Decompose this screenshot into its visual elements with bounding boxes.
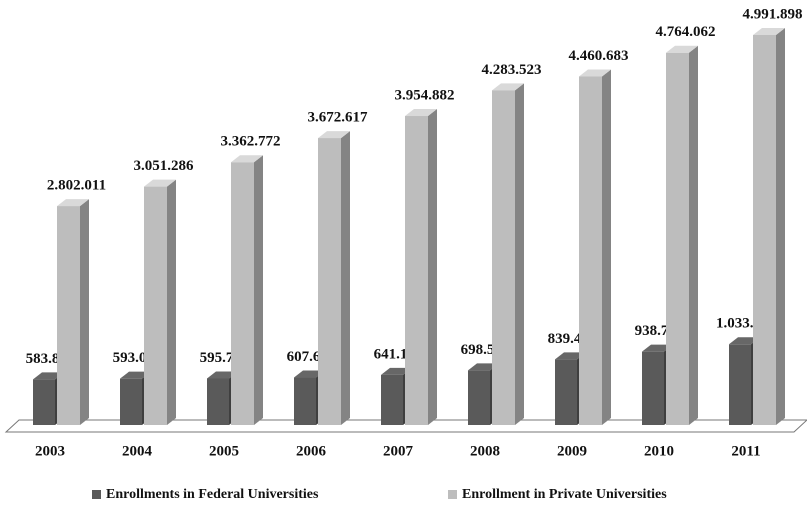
legend-swatch [92,490,101,499]
bar-side [776,28,785,425]
data-label: 3.672.617 [308,110,369,126]
bar-side [80,199,89,425]
x-tick-label: 2004 [122,443,153,459]
bar-top [579,69,611,77]
bar-top [33,372,64,380]
bar-top [405,109,437,117]
bar-side [341,131,350,426]
data-label: 4.764.062 [656,24,716,40]
bar [405,116,428,426]
bar-top [753,28,785,35]
bar [642,351,664,425]
bar-side [689,45,698,426]
bar-top [729,337,760,345]
bar-top [381,367,412,375]
bar [666,52,689,426]
floor [4,419,807,433]
bar [753,35,776,425]
data-label: 4.460.683 [569,48,629,64]
bar [120,378,142,425]
x-tick-label: 2009 [557,443,587,459]
bar [579,76,602,426]
data-label: 4.283.523 [482,62,542,78]
bar [468,370,490,425]
legend-swatch [448,490,457,499]
bar-top [555,352,586,360]
bar-top [57,199,89,207]
bar-top [144,179,176,187]
bar-side [602,69,611,426]
legend-label: Enrollments in Federal Universities [106,487,319,502]
x-tick-label: 2011 [731,443,760,459]
bar-top [492,83,524,91]
x-tick-label: 2005 [209,443,239,459]
bar-top [294,370,325,378]
bar-side [428,109,437,426]
bar-top [207,371,238,379]
bar [555,359,577,425]
data-label: 4.991.898 [743,6,803,22]
bar [231,162,254,425]
x-tick-label: 2006 [296,443,327,459]
bar [57,206,80,425]
bar [33,379,55,425]
bar [207,378,229,425]
bar [381,374,403,425]
x-tick-label: 2008 [470,443,500,459]
data-label: 2.802.011 [47,178,106,194]
x-tick-label: 2010 [644,443,674,459]
bar [492,90,515,425]
bar-top [231,155,263,163]
x-tick-label: 2007 [383,443,414,459]
bar-side [167,179,176,425]
bar-top [318,131,350,139]
bar-side [254,155,263,425]
bar [729,344,751,425]
bar-top [120,371,151,379]
bar-top [666,45,698,53]
data-label: 3.362.772 [221,134,281,150]
data-label: 3.051.286 [134,158,195,174]
x-tick-label: 2003 [35,443,65,459]
legend-label: Enrollment in Private Universities [462,487,667,502]
bar-top [468,363,499,371]
bar-side [515,83,524,425]
legend: Enrollments in Federal Universities Enrol… [92,487,667,502]
bar [144,186,167,425]
bar [294,377,316,425]
bar [318,138,341,426]
bar-top [642,344,673,352]
data-label: 3.954.882 [395,87,455,103]
